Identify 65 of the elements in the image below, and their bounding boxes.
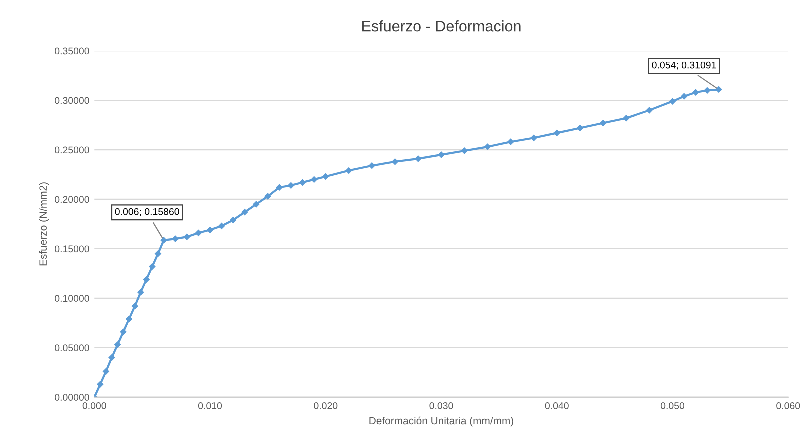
y-tick-label: 0.05000	[55, 344, 90, 352]
y-tick-label: 0.25000	[55, 146, 90, 154]
x-tick-label: 0.010	[198, 402, 222, 410]
point	[172, 236, 179, 242]
point	[196, 230, 202, 236]
point	[264, 193, 272, 200]
point	[114, 342, 121, 348]
point	[97, 381, 104, 388]
point	[508, 138, 514, 146]
point	[230, 217, 237, 224]
x-axis-title: Deformación Unitaria (mm/mm)	[370, 416, 514, 427]
point	[138, 289, 144, 296]
point	[415, 156, 422, 162]
y-tick-label: 0.10000	[55, 295, 90, 302]
point	[600, 120, 607, 126]
point	[108, 354, 116, 361]
point	[160, 237, 168, 244]
point	[681, 93, 688, 100]
point	[242, 209, 248, 216]
y-axis-title: Esfuerzo (N/mm2)	[39, 182, 50, 266]
point	[120, 328, 127, 336]
point	[577, 125, 584, 132]
x-tick-label: 0.060	[776, 402, 800, 410]
point	[670, 98, 676, 105]
point	[346, 168, 352, 174]
chart-title: Esfuerzo - Deformacion	[362, 20, 521, 32]
point	[288, 182, 294, 189]
point	[438, 152, 445, 158]
point	[554, 130, 560, 136]
y-tick-label: 0.35000	[55, 48, 90, 55]
point	[530, 134, 538, 142]
point	[692, 89, 700, 96]
point	[207, 227, 214, 234]
point	[126, 316, 132, 322]
point	[623, 115, 630, 122]
point	[368, 162, 376, 169]
point	[646, 107, 653, 114]
point	[322, 174, 330, 180]
point	[276, 184, 283, 191]
y-tick-label: 0.20000	[55, 196, 90, 204]
y-tick-label: 0.00000	[55, 394, 90, 401]
point	[392, 158, 398, 166]
x-tick-label: 0.040	[545, 402, 569, 410]
point	[461, 148, 468, 154]
point	[218, 223, 225, 230]
point	[144, 276, 150, 283]
point	[132, 303, 138, 310]
x-tick-label: 0.050	[660, 402, 685, 410]
y-tick-label: 0.30000	[55, 97, 90, 104]
point	[484, 144, 491, 150]
point	[300, 180, 306, 186]
point	[184, 234, 190, 240]
x-tick-label: 0.030	[430, 402, 454, 410]
annotation: 0.054; 0.31091	[652, 62, 716, 70]
point	[155, 250, 162, 258]
x-tick-label: 0.000	[82, 402, 106, 410]
y-tick-label: 0.15000	[55, 246, 90, 253]
annotation: 0.006; 0.15860	[115, 208, 180, 216]
point	[253, 201, 260, 208]
point	[716, 86, 722, 93]
point	[704, 87, 711, 94]
point	[311, 176, 318, 183]
point	[149, 264, 156, 270]
point	[103, 368, 110, 375]
x-tick-label: 0.020	[314, 402, 338, 410]
